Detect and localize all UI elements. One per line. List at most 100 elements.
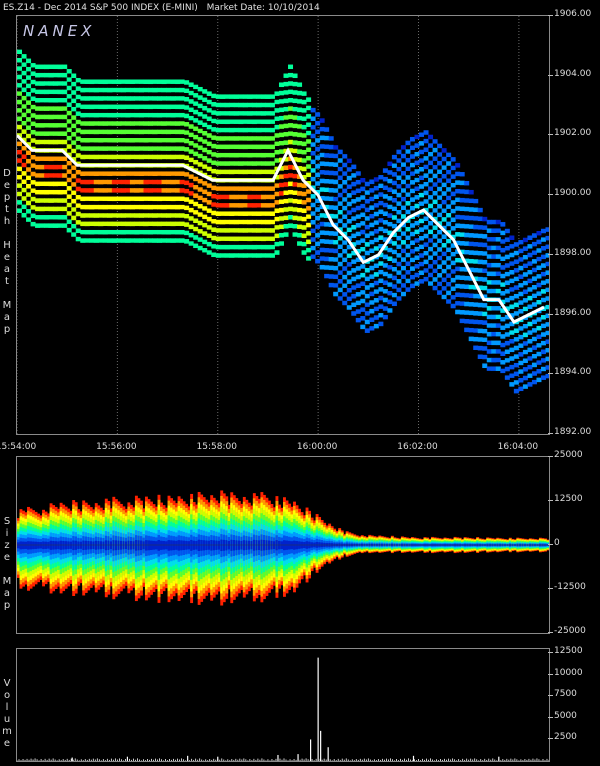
size-bar xyxy=(210,540,214,551)
depth-cell xyxy=(265,219,271,225)
depth-cell xyxy=(283,165,289,170)
depth-cell xyxy=(378,200,384,206)
depth-cell xyxy=(306,139,312,144)
depth-cell xyxy=(30,163,36,168)
depth-cell xyxy=(80,204,86,210)
size-bar xyxy=(117,540,121,550)
depth-cell xyxy=(265,211,271,216)
depth-cell xyxy=(260,253,266,258)
depth-cell xyxy=(197,212,203,217)
depth-cell xyxy=(504,289,510,294)
depth-cell xyxy=(419,141,425,146)
depth-cell xyxy=(251,161,257,166)
depth-cell xyxy=(35,64,41,69)
depth-cell xyxy=(98,221,104,227)
depth-cell xyxy=(161,112,167,118)
depth-cell xyxy=(147,138,154,143)
depth-cell xyxy=(224,144,230,150)
depth-cell xyxy=(242,211,248,216)
depth-cell xyxy=(197,128,203,134)
depth-cell xyxy=(283,148,289,154)
depth-cell xyxy=(500,247,506,253)
depth-cell xyxy=(143,129,149,135)
depth-cell xyxy=(346,218,352,224)
depth-cell xyxy=(432,139,438,144)
depth-cell xyxy=(540,289,546,294)
depth-cell xyxy=(342,292,348,297)
depth-cell xyxy=(423,138,429,144)
depth-cell xyxy=(57,106,63,111)
depth-cell xyxy=(26,158,32,164)
depth-cell xyxy=(143,196,149,201)
depth-cell xyxy=(242,194,248,200)
depth-cell xyxy=(197,86,203,92)
depth-cell xyxy=(188,115,194,121)
depth-cell xyxy=(382,202,388,208)
depth-cell xyxy=(455,214,461,220)
depth-cell xyxy=(147,179,154,185)
size-bar xyxy=(27,541,30,550)
depth-cell xyxy=(328,248,334,253)
volume-y-tick: 2500 xyxy=(548,732,577,743)
depth-cell xyxy=(166,196,172,202)
depth-cell xyxy=(387,308,393,313)
depth-cell xyxy=(495,366,501,371)
depth-cell xyxy=(527,321,533,327)
depth-cell xyxy=(44,181,50,187)
depth-cell xyxy=(120,112,126,118)
depth-cell xyxy=(482,242,488,248)
depth-cell xyxy=(495,280,501,285)
depth-cell xyxy=(396,227,402,232)
label-letter: e xyxy=(3,252,11,263)
depth-cell xyxy=(161,188,167,193)
depth-cell xyxy=(224,228,230,233)
label-letter: i xyxy=(5,528,9,539)
depth-cell xyxy=(229,219,235,225)
depth-cell xyxy=(98,238,104,243)
depth-cell xyxy=(143,104,149,110)
depth-cell xyxy=(337,175,343,181)
depth-cell xyxy=(256,152,262,158)
depth-cell xyxy=(35,156,41,162)
depth-cell xyxy=(125,229,131,235)
depth-cell xyxy=(306,114,312,119)
depth-cell xyxy=(39,173,45,178)
depth-cell xyxy=(120,204,126,210)
depth-cell xyxy=(170,146,176,151)
depth-cell xyxy=(30,104,36,110)
depth-cell xyxy=(355,283,361,288)
depth-cell xyxy=(238,127,244,133)
depth-cell xyxy=(170,179,176,185)
depth-cell xyxy=(175,238,181,243)
depth-cell xyxy=(44,131,50,136)
depth-cell xyxy=(382,228,388,234)
depth-cell xyxy=(545,270,549,275)
depth-cell xyxy=(432,199,438,205)
depth-cell xyxy=(274,225,280,230)
depth-cell xyxy=(211,160,217,165)
depth-cell xyxy=(459,266,465,272)
depth-cell xyxy=(409,240,415,246)
depth-cell xyxy=(355,179,361,185)
depth-cell xyxy=(446,178,452,184)
depth-cell xyxy=(545,296,549,301)
depth-cell xyxy=(39,189,45,195)
depth-cell xyxy=(319,239,325,244)
depth-cell xyxy=(152,154,158,160)
depth-cell xyxy=(337,235,343,241)
depth-cell xyxy=(540,332,546,337)
depth-cell xyxy=(62,206,68,212)
depth-cell xyxy=(437,178,443,183)
depth-cell xyxy=(355,266,361,271)
depth-cell xyxy=(319,221,325,227)
depth-cell xyxy=(486,245,492,251)
depth-cell xyxy=(491,349,497,354)
depth-cell xyxy=(120,213,126,218)
depth-cell xyxy=(256,136,262,141)
size-bar xyxy=(155,541,158,550)
depth-cell xyxy=(220,211,226,216)
depth-cell xyxy=(382,297,388,303)
depth-cell xyxy=(66,194,72,199)
depth-cell xyxy=(26,58,32,64)
depth-cell xyxy=(215,194,221,200)
